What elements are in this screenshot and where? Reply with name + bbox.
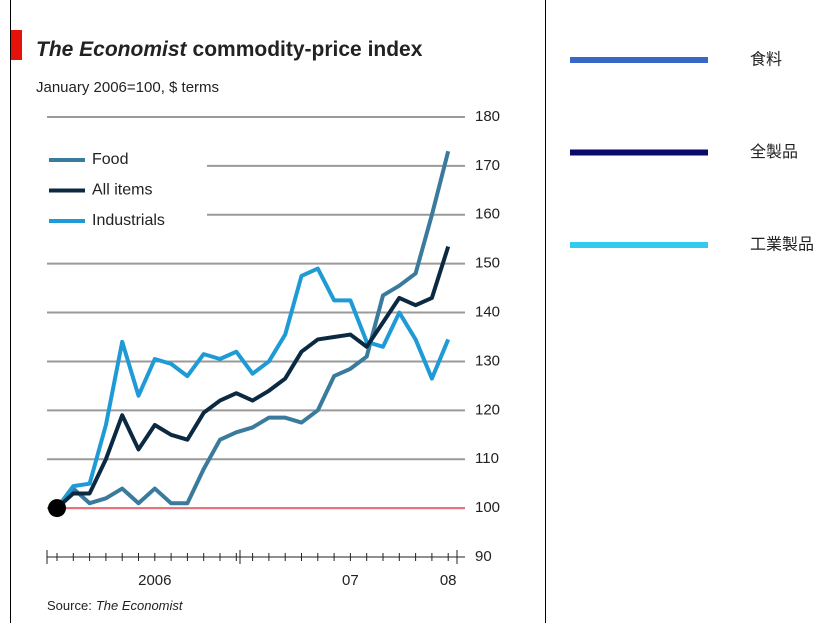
x-tick-label: 07 (342, 572, 359, 589)
legend-label: All items (92, 182, 152, 199)
series-line (55, 150, 451, 510)
side-legend-label: 全製品 (750, 142, 798, 161)
series-line (55, 245, 451, 510)
red-tag (11, 30, 22, 60)
y-tick-label: 170 (475, 157, 500, 174)
source-label: Source: (47, 598, 92, 613)
y-tick-label: 150 (475, 255, 500, 272)
title-publication: The Economist (36, 38, 188, 61)
y-tick-label: 180 (475, 108, 500, 125)
x-tick-label: 08 (440, 572, 457, 589)
chart-title: The Economist commodity-price index (36, 38, 423, 61)
y-tick-label: 160 (475, 206, 500, 223)
subtitle: January 2006=100, $ terms (36, 79, 219, 96)
x-tick-label: 2006 (138, 572, 171, 589)
side-legend-label: 工業製品 (750, 235, 814, 254)
y-tick-label: 120 (475, 401, 500, 418)
y-tick-label: 90 (475, 548, 492, 565)
source-name: The Economist (96, 598, 184, 613)
y-tick-label: 140 (475, 304, 500, 321)
series-line (55, 266, 451, 510)
y-tick-label: 130 (475, 352, 500, 369)
title-text: commodity-price index (193, 38, 423, 61)
legend-label: Food (92, 151, 128, 168)
legend-label: Industrials (92, 212, 165, 229)
y-tick-label: 110 (475, 450, 499, 467)
source: Source: The Economist (47, 598, 184, 613)
start-dot (48, 499, 66, 518)
side-legend-label: 食料 (750, 50, 782, 69)
y-tick-label: 100 (475, 499, 500, 516)
